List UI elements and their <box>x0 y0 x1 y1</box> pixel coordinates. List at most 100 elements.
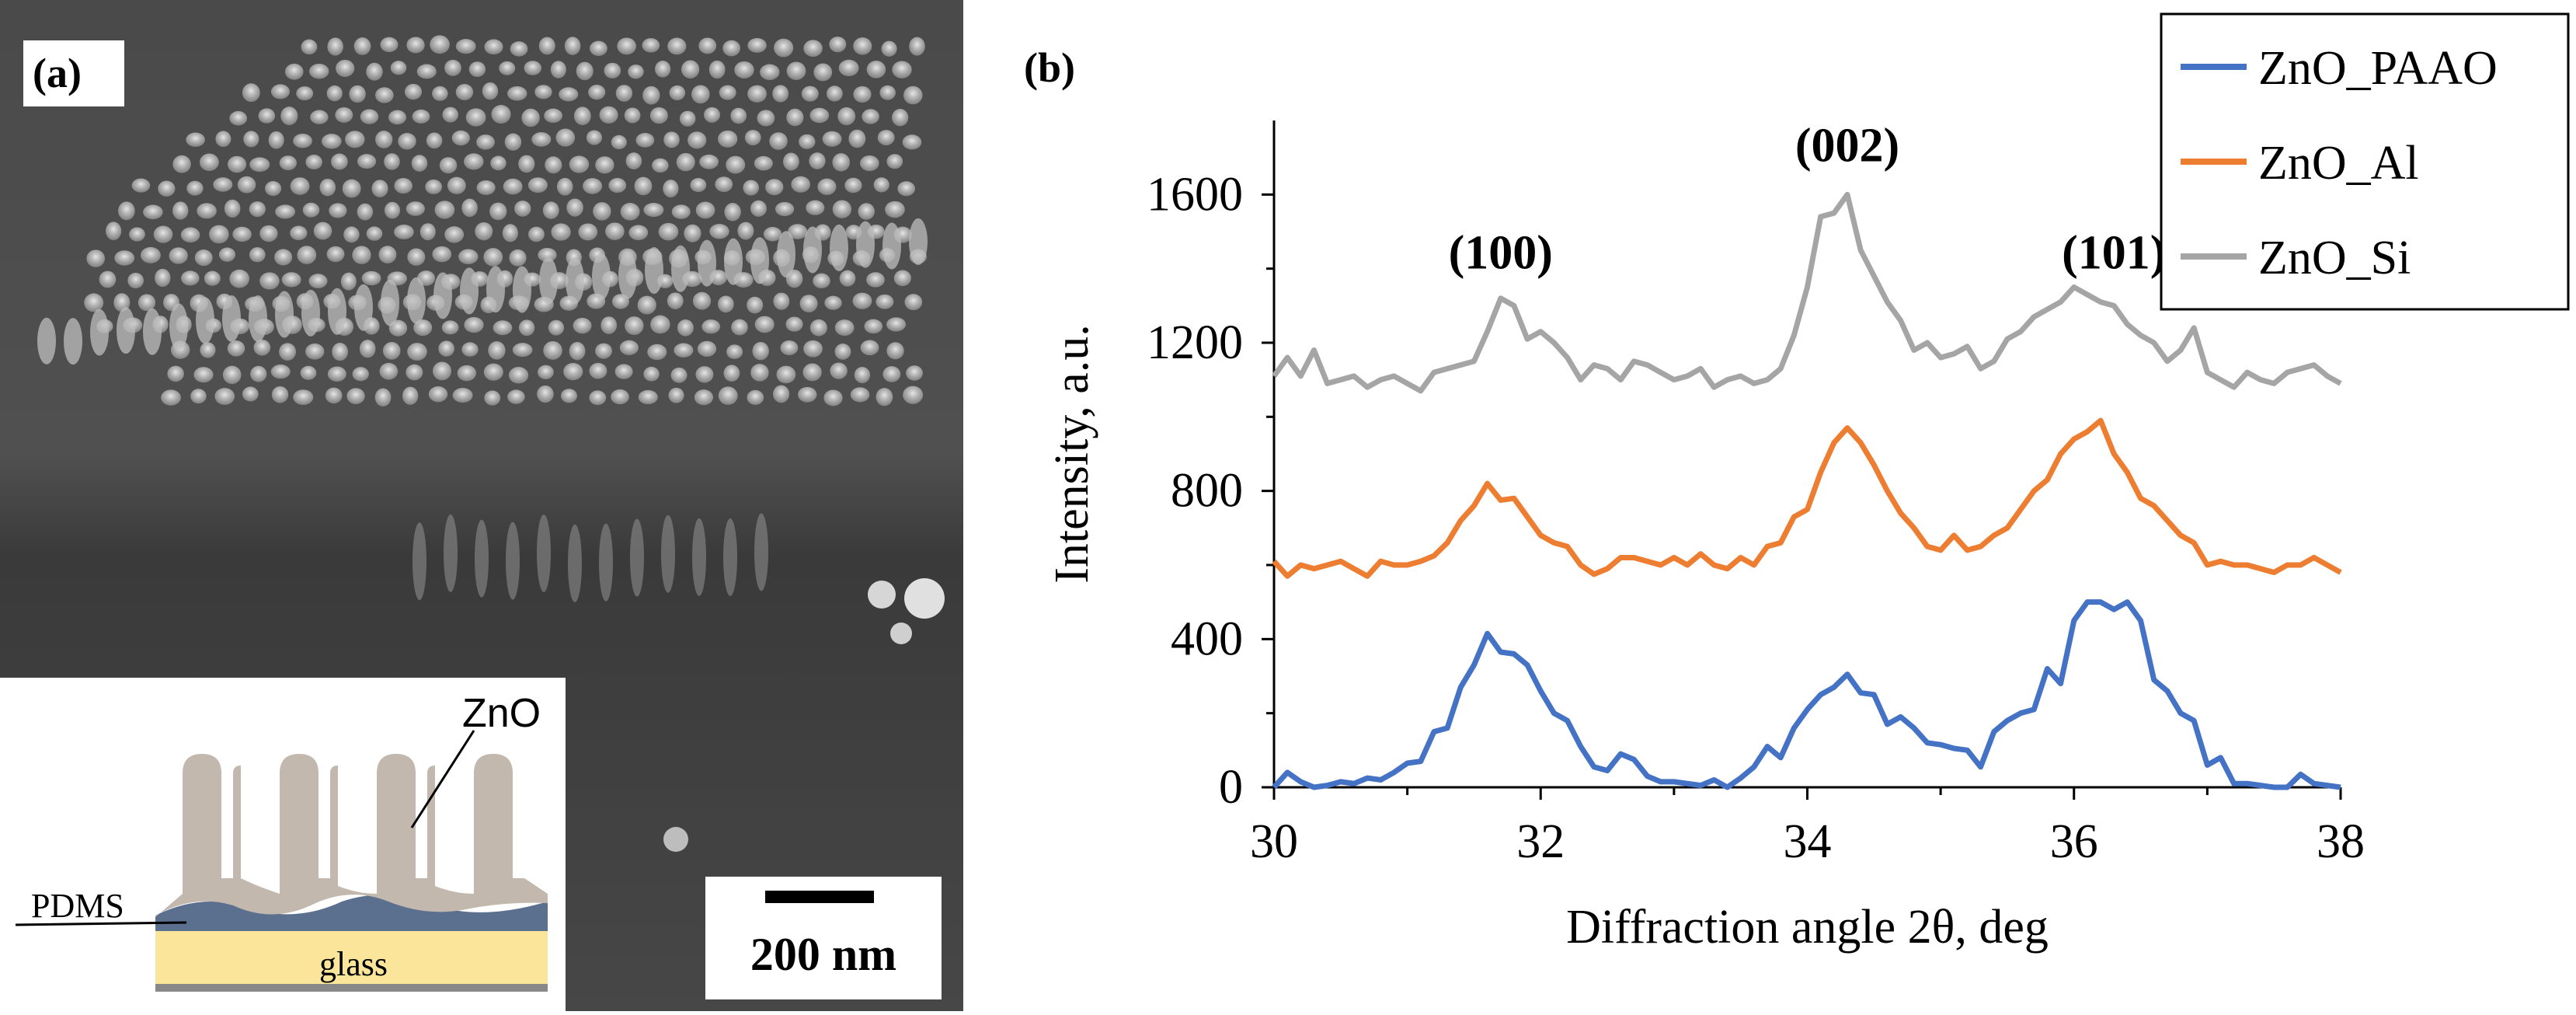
sem-nanorod-tip <box>407 343 427 361</box>
sem-nanorod-tip <box>476 180 496 195</box>
sem-nanorod-tip <box>270 84 290 99</box>
sem-nanorod-tip <box>172 155 191 173</box>
sem-nanorod-tip <box>458 249 479 265</box>
sem-nanorod-tip <box>199 153 219 172</box>
sem-nanorod-tip <box>447 176 466 194</box>
sem-nanorod-tip <box>468 61 486 78</box>
sem-nanorod-tip <box>411 155 428 172</box>
sem-nanorod-tip <box>877 130 895 145</box>
sem-nanorod-tip <box>384 153 400 170</box>
sem-nanorod-tip <box>608 178 627 194</box>
sem-nanorod-tip <box>265 180 282 197</box>
sem-nanorod-tip <box>215 131 231 148</box>
sem-nanorod-tip <box>595 343 612 359</box>
sem-nanorod-tip <box>464 153 484 170</box>
sem-nanorod-tip <box>521 108 540 127</box>
sem-nanorod-tip <box>832 200 852 218</box>
sem-nanorod-tip <box>694 389 713 406</box>
sem-side-rod <box>661 514 675 593</box>
sem-nanorod-tip <box>589 390 607 406</box>
sem-nanorod-tip <box>426 132 443 149</box>
sem-side-rod <box>882 222 901 270</box>
sem-nanorod-tip <box>625 316 644 335</box>
sem-nanorod-tip <box>361 270 381 286</box>
sem-nanorod-tip <box>737 221 754 240</box>
scale-bar <box>765 891 874 903</box>
sem-nanorod-tip <box>658 222 679 241</box>
panel-a-label-box <box>23 40 124 106</box>
sem-nanorod-tip <box>357 154 377 169</box>
sem-nanorod-tip <box>461 342 479 357</box>
sem-nanorod-tip <box>118 201 135 221</box>
sem-nanorod-tip <box>786 108 804 127</box>
sem-nanorod-tip <box>545 156 562 174</box>
sem-nanorod-tip <box>875 388 893 406</box>
sem-nanorod-tip <box>301 39 318 55</box>
sem-nanorod-tip <box>227 340 245 357</box>
sem-nanorod-tip <box>757 110 775 127</box>
sem-side-rod <box>630 518 644 597</box>
sem-nanorod-tip <box>524 61 541 75</box>
panel-b-xrd-chart: (b) 30 32 34 36 38 0 400 800 1200 1600 (100) (002)… <box>963 0 2576 1011</box>
sem-nanorod-tip <box>249 157 270 173</box>
peak-annotation: (002) <box>1795 119 1899 172</box>
sem-nanorod-tip <box>371 180 388 197</box>
sem-nanorod-tip <box>785 316 803 332</box>
sem-nanorod-tip <box>718 130 738 148</box>
sem-nanorod-tip <box>413 319 433 337</box>
scale-bar-label: 200 nm <box>750 929 896 980</box>
sem-nanorod-tip <box>280 106 298 126</box>
sem-nanorod-tip <box>342 179 361 198</box>
sem-nanorod-tip <box>763 227 782 242</box>
sem-nanorod-tip <box>308 274 328 288</box>
sem-nanorod-tip <box>352 367 369 382</box>
sem-nanorod-tip <box>566 198 583 217</box>
sem-nanorod-tip <box>860 340 879 356</box>
sem-nanorod-tip <box>290 177 310 195</box>
sem-nanorod-tip <box>229 269 249 288</box>
sem-nanorod-tip <box>599 106 618 124</box>
sem-nanorod-tip <box>491 105 511 124</box>
sem-nanorod-tip <box>611 134 627 150</box>
panel-a-label: (a) <box>33 50 82 96</box>
sem-nanorod-tip <box>406 201 425 216</box>
sem-nanorod-tip <box>583 178 603 194</box>
sem-nanorod-tip <box>167 365 184 382</box>
sem-nanorod-tip <box>181 270 200 286</box>
sem-bright-particle <box>663 827 688 852</box>
sem-nanorod-tip <box>155 268 171 288</box>
sem-nanorod-tip <box>850 387 870 403</box>
sem-nanorod-tip <box>701 319 721 334</box>
peak-annotation: (100) <box>1449 227 1553 280</box>
sem-nanorod-tip <box>484 390 501 406</box>
sem-nanorod-tip <box>715 176 733 193</box>
sem-nanorod-tip <box>826 85 843 102</box>
sem-nanorod-tip <box>699 154 719 169</box>
sem-nanorod-tip <box>824 295 842 310</box>
sem-bright-particle <box>868 581 896 609</box>
inset-glass-label: glass <box>319 945 388 983</box>
sem-nanorod-tip <box>722 40 740 57</box>
sem-nanorod-tip <box>214 388 235 405</box>
sem-nanorod-tip <box>279 343 296 361</box>
series-line-ZnO_PAAO <box>1272 599 2341 790</box>
sem-nanorod-tip <box>476 134 495 150</box>
sem-nanorod-tip <box>813 63 833 82</box>
sem-nanorod-tip <box>452 388 473 403</box>
sem-nanorod-tip <box>390 61 407 75</box>
sem-nanorod-tip <box>279 155 297 171</box>
sem-nanorod-tip <box>853 85 872 103</box>
sem-nanorod-tip <box>866 272 885 288</box>
sem-nanorod-tip <box>723 364 740 382</box>
sem-nanorod-tip <box>430 35 450 54</box>
sem-nanorod-tip <box>692 291 712 310</box>
sem-nanorod-tip <box>455 83 474 101</box>
sem-nanorod-tip <box>455 39 476 54</box>
sem-nanorod-tip <box>604 62 621 78</box>
pdms-layer <box>155 895 548 931</box>
sem-nanorod-tip <box>366 62 383 81</box>
sem-nanorod-tip <box>595 156 614 174</box>
sem-side-rod <box>671 245 690 292</box>
sem-nanorod-tip <box>518 155 535 173</box>
y-tick-label: 0 <box>1219 761 1243 814</box>
